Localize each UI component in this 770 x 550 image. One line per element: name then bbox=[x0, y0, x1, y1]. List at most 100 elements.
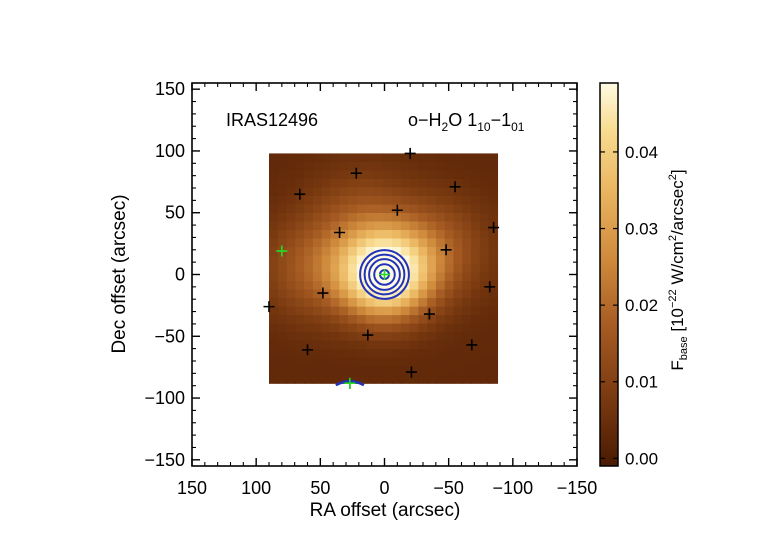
heatmap-cell bbox=[321, 230, 332, 240]
heatmap-cell bbox=[339, 298, 349, 308]
heatmap-cell bbox=[286, 366, 296, 376]
heatmap-cell bbox=[365, 340, 376, 350]
heatmap-cell bbox=[269, 195, 279, 206]
heatmap-cell bbox=[427, 281, 437, 291]
heatmap-cell bbox=[427, 323, 437, 333]
heatmap-cell bbox=[269, 204, 279, 214]
heatmap-cell bbox=[479, 187, 490, 197]
heatmap-cell bbox=[479, 195, 490, 206]
heatmap-cell bbox=[374, 349, 384, 359]
heatmap-cell bbox=[348, 153, 358, 163]
heatmap-cell bbox=[277, 349, 288, 359]
heatmap-cell bbox=[462, 349, 472, 359]
heatmap-cell bbox=[383, 374, 393, 384]
heatmap-cell bbox=[330, 374, 340, 384]
heatmap-cell bbox=[471, 187, 481, 197]
heatmap-cell bbox=[277, 306, 288, 316]
heatmap-cell bbox=[462, 289, 472, 299]
heatmap-cell bbox=[321, 204, 332, 214]
heatmap-cell bbox=[453, 366, 463, 376]
heatmap-cell bbox=[312, 323, 323, 333]
heatmap-cell bbox=[418, 264, 428, 274]
heatmap-cell bbox=[348, 264, 358, 274]
heatmap-cell bbox=[488, 315, 499, 325]
heatmap-cell bbox=[392, 247, 402, 257]
heatmap-cell bbox=[269, 374, 279, 384]
heatmap-cell bbox=[444, 213, 455, 223]
heatmap-cell bbox=[435, 272, 446, 282]
heatmap-cell bbox=[471, 213, 481, 223]
heatmap-cell bbox=[427, 238, 437, 248]
heatmap-cell bbox=[471, 315, 481, 325]
heatmap-cell bbox=[444, 247, 455, 257]
heatmap-cell bbox=[383, 204, 393, 214]
heatmap-cell bbox=[488, 289, 499, 299]
heatmap-cell bbox=[277, 298, 288, 308]
heatmap-cell bbox=[374, 153, 384, 163]
heatmap-cell bbox=[356, 255, 367, 265]
heatmap-cell bbox=[471, 204, 481, 214]
heatmap-cell bbox=[444, 340, 455, 350]
heatmap-cell bbox=[383, 264, 393, 274]
heatmap-cell bbox=[365, 221, 376, 231]
heatmap-cell bbox=[462, 323, 472, 333]
spaxel-marker-green bbox=[379, 269, 390, 280]
heatmap-cell bbox=[488, 357, 499, 367]
heatmap-cell bbox=[304, 281, 314, 291]
heatmap-cell bbox=[462, 153, 472, 163]
heatmap-cell bbox=[312, 238, 323, 248]
heatmap-cell bbox=[479, 213, 490, 223]
heatmap-cell bbox=[365, 161, 376, 172]
heatmap-cell bbox=[348, 366, 358, 376]
heatmap-cell bbox=[295, 264, 305, 274]
heatmap-cell bbox=[488, 178, 499, 189]
heatmap-cell bbox=[479, 323, 490, 333]
heatmap-cell bbox=[462, 213, 472, 223]
heatmap-cell bbox=[321, 161, 332, 172]
heatmap-cell bbox=[427, 357, 437, 367]
spaxel-marker bbox=[423, 308, 435, 320]
heatmap-cell bbox=[471, 221, 481, 231]
heatmap-cell bbox=[348, 255, 358, 265]
heatmap-cell bbox=[374, 221, 384, 231]
heatmap-cell bbox=[444, 289, 455, 299]
heatmap-cell bbox=[312, 170, 323, 180]
heatmap-cell bbox=[356, 170, 367, 180]
heatmap-cell bbox=[269, 332, 279, 342]
heatmap-cell bbox=[488, 238, 499, 248]
heatmap-cell bbox=[374, 340, 384, 350]
heatmap-cell bbox=[409, 204, 419, 214]
heatmap-cell bbox=[356, 289, 367, 299]
heatmap-cell bbox=[462, 281, 472, 291]
spaxel-marker-green bbox=[344, 377, 356, 389]
heatmap-cell bbox=[427, 170, 437, 180]
heatmap-cell bbox=[409, 255, 419, 265]
heatmap-cell bbox=[462, 374, 472, 384]
heatmap-cell bbox=[400, 213, 411, 223]
heatmap-cell bbox=[462, 195, 472, 206]
heatmap-cell bbox=[304, 213, 314, 223]
heatmap-cell bbox=[409, 315, 419, 325]
heatmap-cell bbox=[277, 281, 288, 291]
heatmap-cell bbox=[383, 332, 393, 342]
heatmap-cell bbox=[400, 332, 411, 342]
heatmap-cell bbox=[400, 247, 411, 257]
heatmap-cell bbox=[392, 230, 402, 240]
y-tick-label: 150 bbox=[155, 79, 185, 99]
heatmap-cell bbox=[400, 221, 411, 231]
heatmap-cell bbox=[365, 281, 376, 291]
heatmap-cell bbox=[400, 315, 411, 325]
heatmap-cell bbox=[427, 306, 437, 316]
heatmap-cell bbox=[295, 332, 305, 342]
heatmap-cell bbox=[321, 298, 332, 308]
heatmap-cell bbox=[427, 255, 437, 265]
heatmap-cell bbox=[286, 332, 296, 342]
heatmap-cell bbox=[304, 230, 314, 240]
heatmap-cell bbox=[321, 340, 332, 350]
heatmap-cell bbox=[321, 255, 332, 265]
heatmap-cell bbox=[471, 289, 481, 299]
heatmap-cell bbox=[312, 281, 323, 291]
heatmap-cell bbox=[321, 349, 332, 359]
heatmap-cell bbox=[479, 161, 490, 172]
heatmap-cell bbox=[277, 264, 288, 274]
